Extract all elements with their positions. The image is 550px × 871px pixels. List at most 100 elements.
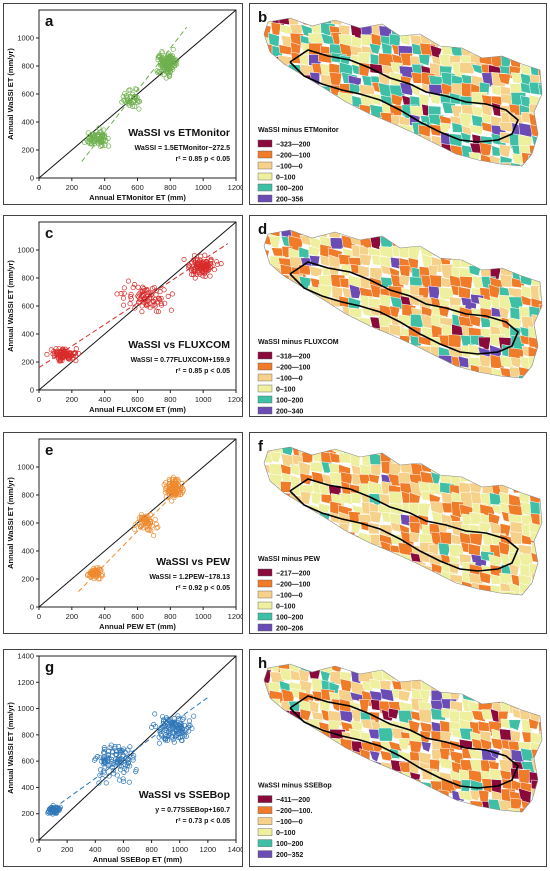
- y-tick-label: 0: [30, 603, 34, 612]
- watershed-polygon: [517, 691, 531, 706]
- scatter-point: [199, 264, 205, 270]
- watershed-polygon: [338, 142, 352, 159]
- watershed-polygon: [539, 501, 542, 514]
- y-tick-label: 200: [21, 146, 34, 155]
- scatter-point: [112, 745, 118, 751]
- scatter-point: [101, 750, 107, 756]
- one-to-one-line: [38, 655, 237, 841]
- watershed-polygon: [348, 334, 364, 348]
- watershed-polygon: [508, 664, 525, 672]
- watershed-polygon: [300, 305, 311, 322]
- scatter-point: [59, 349, 65, 355]
- watershed-polygon: [288, 306, 302, 320]
- watershed-polygon: [377, 594, 391, 595]
- legend-swatch: [257, 612, 273, 621]
- watershed-polygon: [500, 689, 513, 703]
- watershed-polygon: [528, 699, 542, 712]
- watershed-polygon: [401, 366, 413, 378]
- watershed-polygon: [398, 581, 412, 595]
- watershed-polygon: [309, 461, 324, 473]
- watershed-polygon: [279, 760, 296, 778]
- scatter-point: [73, 353, 79, 359]
- scatter-point: [132, 526, 138, 533]
- legend-title: WaSSI minus PEW: [258, 556, 320, 563]
- watershed-polygon: [307, 739, 324, 751]
- watershed-polygon: [452, 387, 465, 397]
- watershed-polygon: [480, 385, 493, 398]
- watershed-polygon: [318, 344, 332, 360]
- watershed-polygon: [540, 688, 542, 704]
- watershed-polygon: [538, 256, 542, 271]
- watershed-polygon: [310, 134, 322, 146]
- y-tick-label: 200: [21, 575, 34, 584]
- watershed-polygon: [510, 451, 522, 467]
- basin-outline: [263, 663, 543, 813]
- watershed-polygon: [351, 112, 368, 129]
- watershed-polygon: [438, 366, 453, 378]
- watershed-polygon: [420, 787, 432, 803]
- scatter-point: [97, 767, 104, 773]
- scatter-point: [127, 294, 134, 300]
- scatter-point: [99, 571, 106, 577]
- watershed-polygon: [520, 664, 533, 672]
- watershed-polygon: [380, 819, 391, 831]
- watershed-polygon: [540, 114, 542, 126]
- watershed-polygon: [540, 245, 542, 262]
- watershed-polygon: [470, 591, 486, 595]
- watershed-polygon: [460, 230, 474, 240]
- watershed-polygon: [501, 162, 514, 166]
- watershed-polygon: [409, 602, 424, 617]
- watershed-polygon: [532, 173, 546, 184]
- scatter-point: [99, 775, 105, 782]
- watershed-polygon: [291, 768, 302, 784]
- scatter-point: [169, 482, 176, 488]
- scatter-point: [159, 63, 165, 69]
- legend-swatch: [257, 623, 273, 632]
- watershed-polygon: [320, 797, 333, 810]
- watershed-polygon: [298, 738, 315, 755]
- watershed-polygon: [351, 543, 365, 558]
- watershed-polygon: [538, 230, 542, 238]
- scatter-point: [179, 733, 185, 739]
- y-tick-label: 1000: [17, 246, 34, 255]
- watershed-polygon: [541, 711, 542, 725]
- legend-swatch: [257, 395, 273, 404]
- watershed-polygon: [530, 799, 542, 812]
- watershed-polygon: [499, 173, 512, 185]
- watershed-polygon: [460, 176, 473, 191]
- watershed-polygon: [509, 34, 523, 52]
- watershed-polygon: [321, 387, 334, 400]
- watershed-polygon: [390, 355, 406, 373]
- watershed-polygon: [328, 254, 341, 270]
- watershed-polygon: [489, 245, 504, 262]
- y-tick-label: 1200: [17, 678, 34, 687]
- watershed-polygon: [527, 154, 541, 166]
- watershed-polygon: [447, 18, 460, 29]
- watershed-polygon: [448, 25, 466, 36]
- watershed-polygon: [388, 798, 403, 810]
- map-panel-h: h WaSSI minus SSEBop −411—200 −200—100. −100…: [249, 649, 547, 867]
- watershed-polygon: [289, 718, 301, 734]
- scatter-point: [165, 723, 171, 729]
- scatter-panel-c: 0 200 400 600 800 1000 1200 0 200 400 600 800 1000 c W…: [3, 215, 244, 417]
- watershed-polygon: [264, 82, 271, 98]
- scatter-point: [155, 299, 161, 305]
- watershed-polygon: [419, 353, 431, 367]
- watershed-polygon: [269, 731, 284, 742]
- watershed-polygon: [379, 155, 395, 166]
- watershed-polygon: [348, 283, 363, 299]
- scatter-point: [94, 754, 101, 760]
- scatter-point: [183, 726, 190, 732]
- scatter-point: [175, 716, 181, 722]
- watershed-polygon: [328, 145, 343, 157]
- panel-letter: a: [45, 13, 54, 30]
- watershed-polygon: [437, 669, 449, 684]
- watershed-polygon: [368, 145, 382, 162]
- watershed-polygon: [349, 809, 365, 812]
- scatter-point: [172, 63, 178, 69]
- watershed-polygon: [348, 153, 363, 166]
- sub-region-boundary: [289, 261, 519, 355]
- watershed-polygon: [380, 134, 395, 151]
- watershed-polygon: [390, 176, 405, 191]
- watershed-polygon: [379, 355, 395, 371]
